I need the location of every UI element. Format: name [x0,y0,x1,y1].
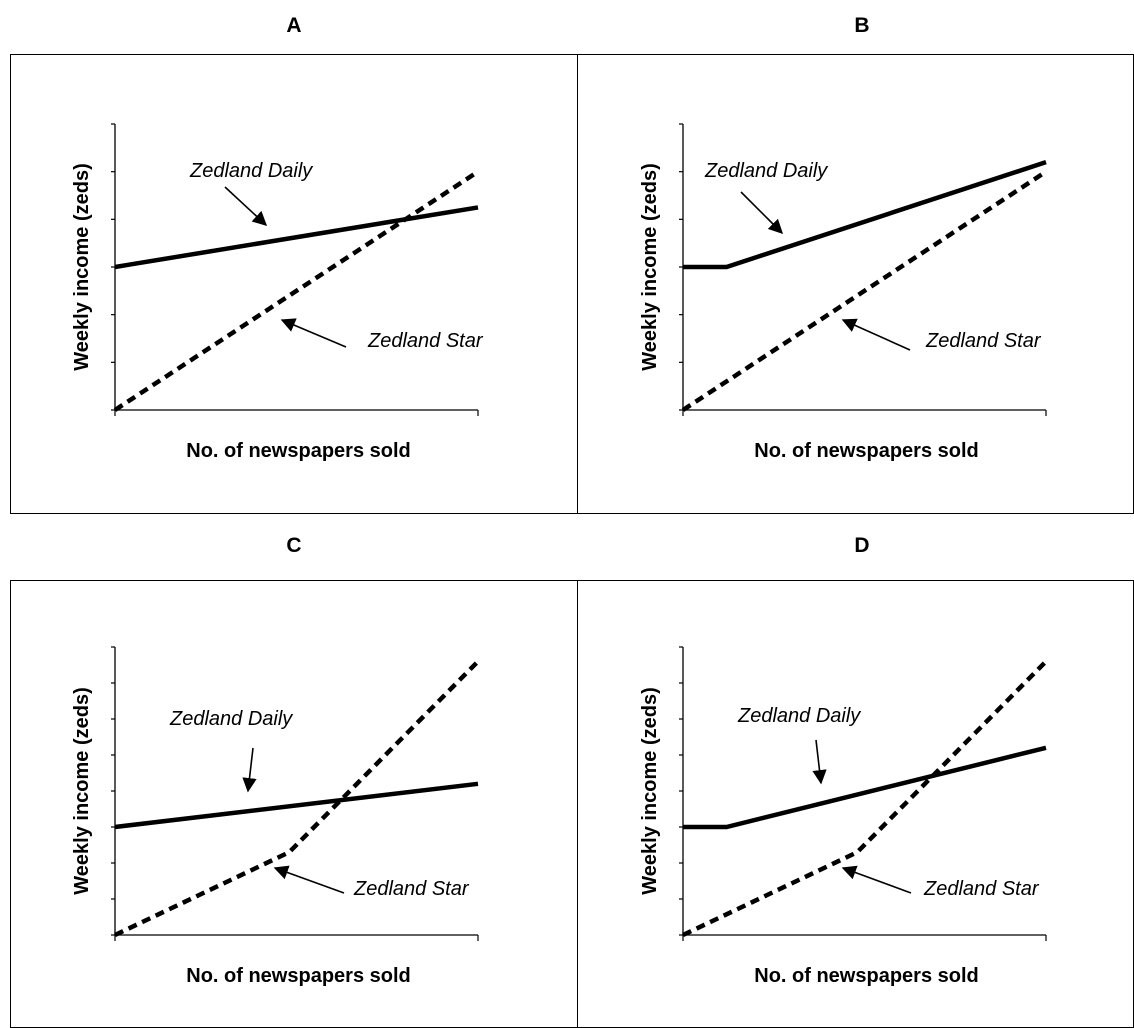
x-axis-label-d: No. of newspapers sold [754,965,978,987]
arrow-zedland-daily-b [740,191,784,235]
bottom-divider [577,580,578,1028]
annotation-zedland-star-d: Zedland Star [923,878,1040,900]
annotation-zedland-daily-d: Zedland Daily [737,705,861,727]
x-axis-label-c: No. of newspapers sold [186,965,410,987]
x-axis-label-b: No. of newspapers sold [754,440,978,462]
panel-label-a: A [286,14,302,37]
series-zedland-daily-b [683,159,1047,270]
arrow-zedland-daily-c [242,747,257,793]
y-axis-label-a: Weekly income (zeds) [71,163,93,370]
series-zedland-star-b [681,169,1048,412]
annotation-zedland-star-a: Zedland Star [367,330,484,352]
arrow-zedland-star-c [273,865,345,894]
y-axis-label-d: Weekly income (zeds) [639,687,661,894]
x-axis-label-a: No. of newspapers sold [186,440,410,462]
y-axis-label-b: Weekly income (zeds) [639,163,661,370]
series-zedland-daily-d [683,745,1047,830]
series-zedland-star-a [113,169,480,412]
series-zedland-daily-c [114,781,479,830]
arrow-zedland-daily-a [224,186,268,226]
arrow-zedland-star-b [841,318,911,351]
series-zedland-star-d [682,659,1048,938]
top-divider [577,54,578,514]
annotation-zedland-daily-b: Zedland Daily [704,160,828,182]
arrow-zedland-star-a [280,318,347,348]
series-zedland-star-c [114,659,480,938]
annotation-zedland-star-b: Zedland Star [925,330,1042,352]
annotation-zedland-star-c: Zedland Star [353,878,470,900]
annotation-zedland-daily-a: Zedland Daily [189,160,313,182]
arrow-zedland-daily-d [812,739,827,785]
arrow-zedland-star-d [841,865,912,894]
y-axis-label-c: Weekly income (zeds) [71,687,93,894]
series-zedland-daily-a [114,205,479,270]
panel-label-d: D [854,534,870,557]
annotation-zedland-daily-c: Zedland Daily [169,708,293,730]
panel-label-b: B [854,14,870,37]
panel-label-c: C [286,534,302,557]
